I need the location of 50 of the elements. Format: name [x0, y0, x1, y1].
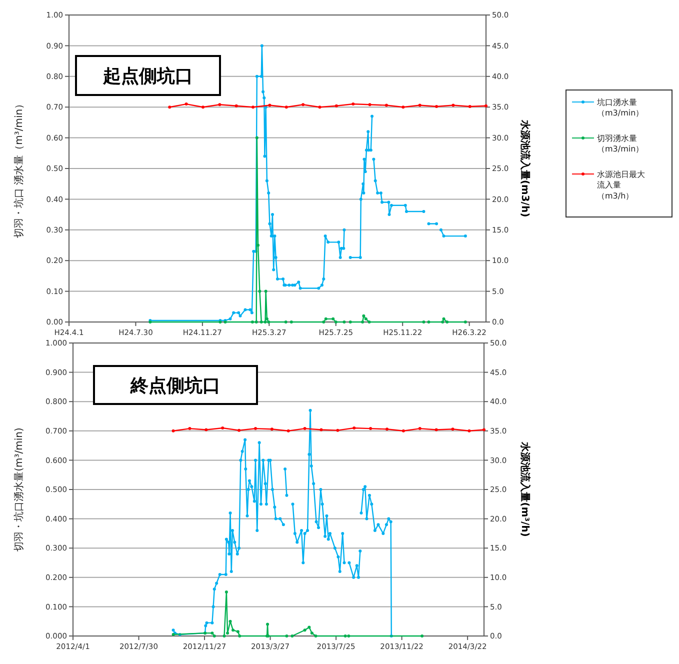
point: [264, 290, 268, 293]
y-axis-title: 切羽・坑口 湧水量（m³/min）: [13, 98, 25, 238]
point: [332, 317, 335, 320]
point: [427, 320, 430, 324]
point: [260, 320, 263, 324]
point: [222, 634, 226, 638]
point: [441, 320, 444, 324]
legend-label: 切羽湧水量（m3/min）: [597, 134, 644, 154]
point: [284, 320, 288, 324]
point: [258, 290, 262, 293]
point: [322, 320, 326, 324]
y2-axis-title: 水源池流入量(m3/h): [519, 118, 531, 218]
point: [212, 634, 216, 638]
point: [303, 628, 306, 632]
point: [285, 634, 288, 638]
point: [232, 628, 235, 632]
point: [324, 317, 328, 320]
point: [255, 136, 258, 140]
legend-label: 水源池日最大流入量（m3/h）: [597, 170, 645, 200]
point: [344, 634, 347, 638]
point: [264, 320, 267, 324]
point: [224, 590, 228, 594]
point: [310, 632, 314, 635]
point: [364, 317, 368, 320]
point: [368, 320, 371, 324]
point: [290, 634, 294, 638]
point: [210, 632, 214, 635]
text: 起点側坑口: [102, 66, 193, 87]
point: [228, 620, 232, 623]
point: [464, 320, 467, 324]
y2-axis-title: 水源池流入量(m³/h): [519, 441, 531, 537]
point: [256, 244, 260, 247]
point: [226, 632, 230, 635]
point: [347, 634, 350, 638]
point: [342, 320, 346, 324]
point: [361, 320, 364, 324]
point: [308, 626, 311, 629]
point: [290, 320, 293, 324]
point: [314, 634, 318, 638]
y-axis-title: 切羽・坑口湧水量(m³/min): [13, 428, 25, 552]
point: [442, 317, 446, 320]
point: [236, 630, 240, 634]
point: [422, 320, 426, 324]
text: 終点側坑口: [130, 375, 220, 396]
point: [362, 314, 366, 318]
point: [420, 634, 424, 638]
legend-label: 坑口湧水量（m3/min）: [596, 98, 644, 118]
point: [334, 320, 338, 324]
point: [348, 320, 352, 324]
point: [266, 622, 270, 626]
